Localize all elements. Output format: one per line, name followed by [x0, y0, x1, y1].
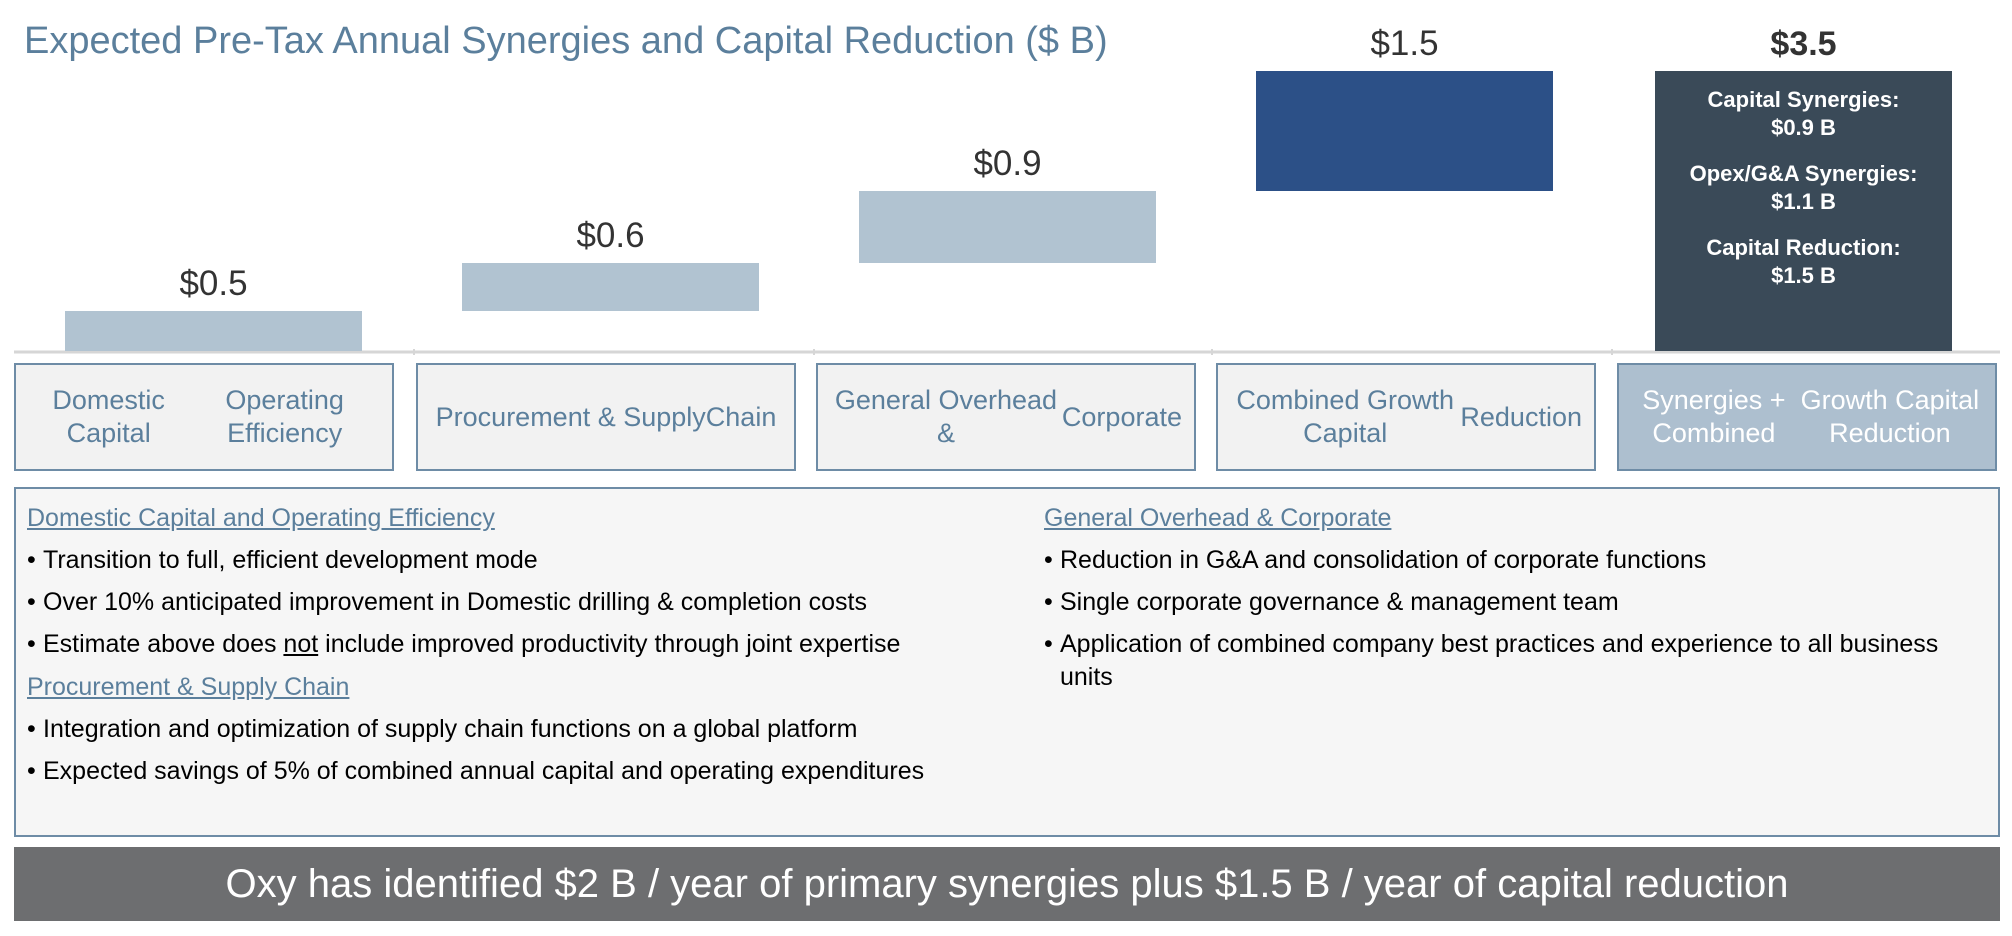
bar-5: [1655, 71, 1952, 351]
bar-value-label: $0.9: [973, 144, 1041, 183]
details-right-column: General Overhead & Corporate Reduction in…: [1044, 501, 1974, 703]
bar-1: [65, 311, 362, 351]
section-heading: General Overhead & Corporate: [1044, 504, 1392, 532]
category-label-line: Domestic Capital: [52, 385, 165, 448]
category-label-line: Chain: [705, 401, 777, 432]
category-boxes: Domestic Capital Operating Efficiency Proc…: [14, 363, 2002, 475]
category-box-5: Synergies + Combined Growth Capital Reduc…: [1617, 363, 1997, 471]
bullet-item: Expected savings of 5% of combined annua…: [27, 755, 1017, 788]
category-label-line: Growth Capital Reduction: [1800, 385, 1980, 448]
section-heading: Domestic Capital and Operating Efficienc…: [27, 504, 495, 532]
bar-4: [1256, 71, 1553, 191]
summary-banner: Oxy has identified $2 B / year of primar…: [14, 847, 2000, 921]
category-box-4: Combined Growth Capital Reduction: [1216, 363, 1596, 471]
breakdown-label: Opex/G&A Synergies:: [1690, 161, 1918, 186]
bar-value-label: $3.5: [1770, 25, 1836, 63]
bar-value-label: $0.6: [576, 216, 644, 255]
waterfall-chart: $0.5 $0.6 $0.9 $1.5 $3.5 Capital Synergies: $0…: [14, 24, 2000, 355]
emphasis-text: not: [283, 630, 319, 658]
category-box-1: Domestic Capital Operating Efficiency: [14, 363, 394, 471]
breakdown-label: Capital Synergies:: [1708, 87, 1900, 112]
category-label-line: Synergies + Combined: [1642, 385, 1786, 448]
bar-2: [462, 263, 759, 311]
category-label-line: Corporate: [1061, 401, 1182, 432]
breakdown-label: Capital Reduction:: [1706, 235, 1900, 260]
category-label-line: Reduction: [1460, 401, 1582, 432]
bullet-item: Reduction in G&A and consolidation of co…: [1044, 544, 1974, 577]
category-label-line: General Overhead &: [834, 385, 1058, 448]
details-panel: Domestic Capital and Operating Efficienc…: [14, 487, 2000, 837]
details-left-column: Domestic Capital and Operating Efficienc…: [27, 501, 1017, 797]
bar-3: [859, 191, 1156, 263]
breakdown-value: $0.9 B: [1771, 115, 1836, 140]
category-box-3: General Overhead & Corporate: [816, 363, 1196, 471]
bar-value-label: $0.5: [179, 264, 247, 303]
bullet-item: Transition to full, efficient developmen…: [27, 544, 1017, 577]
breakdown-value: $1.5 B: [1771, 263, 1836, 288]
bar-value-label: $1.5: [1370, 24, 1438, 63]
bullet-item: Integration and optimization of supply c…: [27, 713, 1017, 746]
chart-title: Expected Pre-Tax Annual Synergies and Ca…: [24, 20, 1108, 62]
bullet-item: Over 10% anticipated improvement in Dome…: [27, 586, 1017, 619]
breakdown-value: $1.1 B: [1771, 189, 1836, 214]
category-label-line: Procurement & Supply: [435, 401, 706, 432]
bullet-item: Single corporate governance & management…: [1044, 586, 1974, 619]
category-box-2: Procurement & Supply Chain: [416, 363, 796, 471]
section-heading: Procurement & Supply Chain: [27, 673, 350, 701]
bullet-item: Estimate above does not include improved…: [27, 628, 1017, 661]
category-label-line: Operating Efficiency: [225, 385, 344, 448]
bullet-item: Application of combined company best pra…: [1044, 628, 1974, 694]
category-label-line: Combined Growth Capital: [1236, 385, 1454, 448]
